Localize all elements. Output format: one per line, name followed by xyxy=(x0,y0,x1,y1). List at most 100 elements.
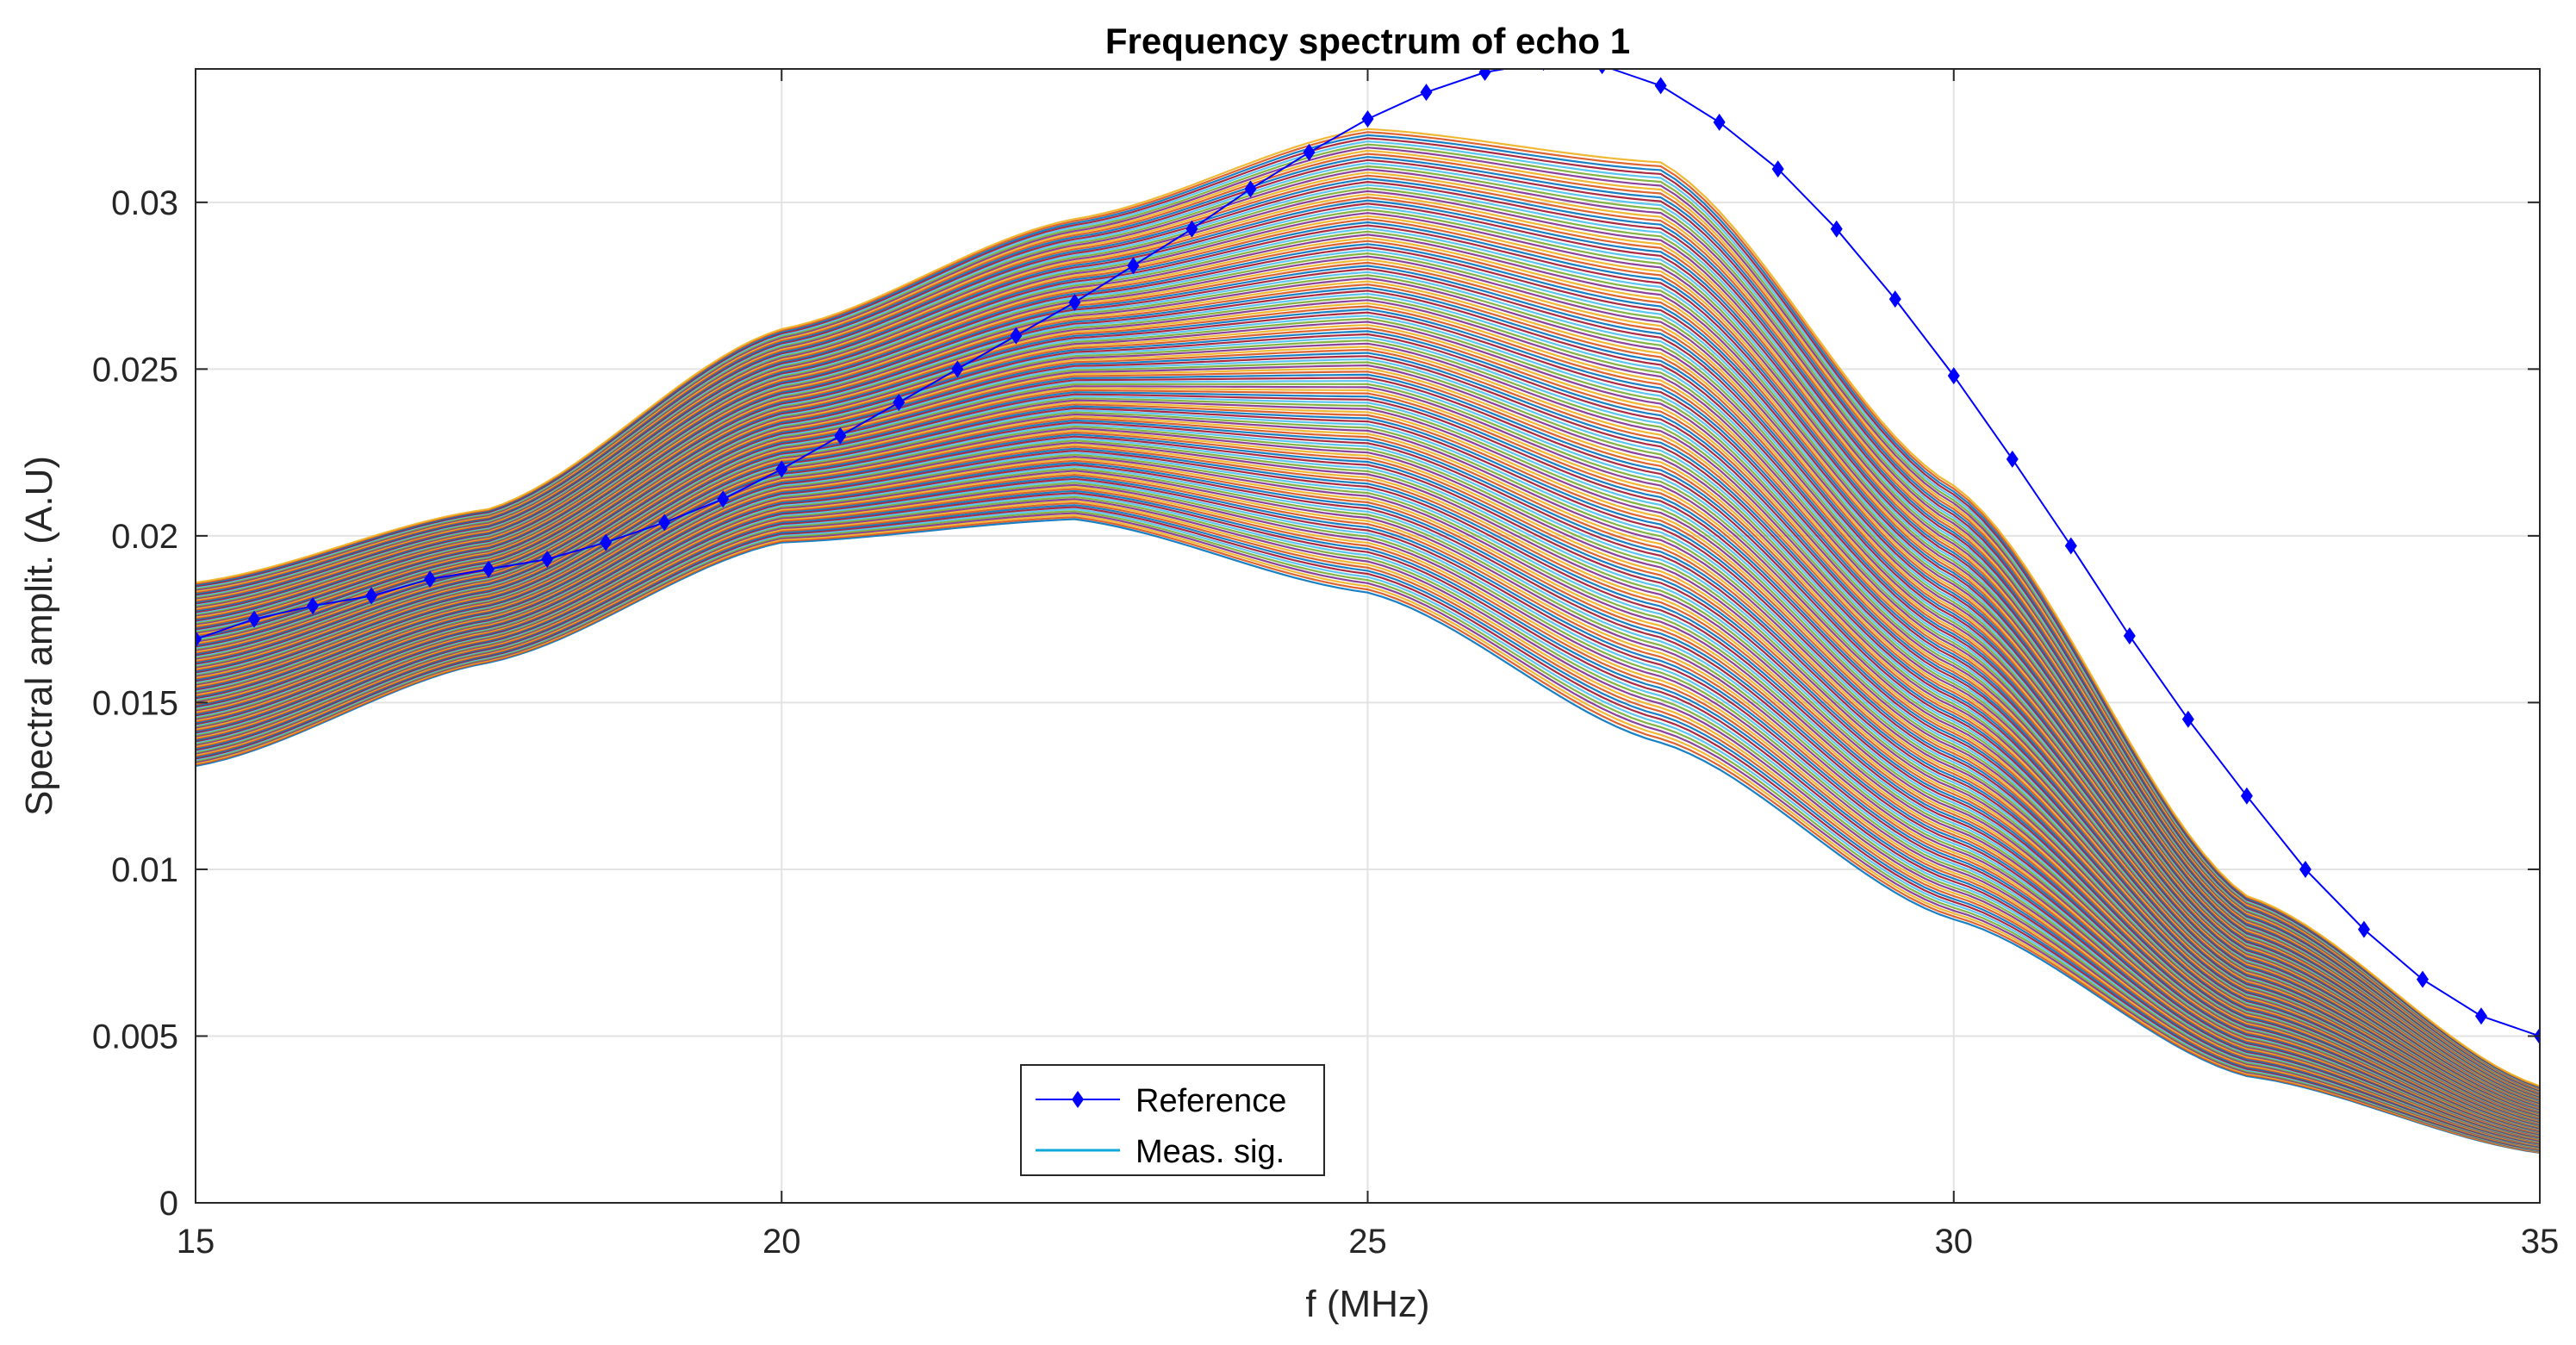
reference-point xyxy=(1244,180,1257,198)
reference-point xyxy=(1654,77,1667,95)
measured-signal-line xyxy=(196,407,2540,1130)
measured-signal-line xyxy=(196,302,2540,1112)
measured-signal-line xyxy=(196,333,2540,1117)
reference-point xyxy=(2299,860,2312,878)
measured-signal-line xyxy=(196,308,2540,1113)
legend-box xyxy=(1020,1064,1325,1176)
reference-point xyxy=(424,570,437,588)
measured-signal-line xyxy=(196,193,2540,1097)
measured-signal-line xyxy=(196,336,2540,1118)
reference-series-group xyxy=(196,69,2540,1045)
measured-signal-line xyxy=(196,441,2540,1137)
measured-signal-line xyxy=(196,516,2540,1154)
x-axis-ticks: 15 20 25 30 35 xyxy=(177,69,2559,1261)
measured-signal-line xyxy=(196,387,2540,1125)
x-tick-label: 15 xyxy=(177,1223,215,1261)
reference-point xyxy=(2474,1007,2487,1025)
measured-signal-line xyxy=(196,385,2540,1124)
measured-signal-line xyxy=(196,221,2540,1101)
measured-signal-line xyxy=(196,401,2540,1128)
reference-point xyxy=(2123,627,2136,644)
measured-signal-line xyxy=(196,476,2540,1145)
measured-signal-line xyxy=(196,227,2540,1102)
measured-signal-line xyxy=(196,425,2540,1134)
measured-signal-line xyxy=(196,433,2540,1136)
measured-signals-group xyxy=(196,128,2540,1154)
reference-point xyxy=(1888,290,1901,308)
measured-signal-line xyxy=(196,506,2540,1151)
legend-reference-label: Reference xyxy=(1136,1083,1286,1119)
y-tick-label: 0.015 xyxy=(92,684,178,722)
measured-signal-line xyxy=(196,491,2540,1149)
reference-point xyxy=(1010,327,1023,345)
measured-signal-line xyxy=(196,352,2540,1119)
reference-point xyxy=(1303,143,1316,161)
measured-signal-line xyxy=(196,510,2540,1152)
measured-signal-line xyxy=(196,342,2540,1118)
measured-signal-line xyxy=(196,415,2540,1131)
reference-point xyxy=(2240,787,2253,805)
measured-signal-line xyxy=(196,501,2540,1150)
measured-signal-line xyxy=(196,395,2540,1127)
reference-point xyxy=(834,427,847,445)
measured-signal-line xyxy=(196,280,2540,1110)
measured-signal-line xyxy=(196,451,2540,1139)
reference-point xyxy=(248,610,261,628)
measured-signal-line xyxy=(196,397,2540,1127)
measured-signal-line xyxy=(196,461,2540,1142)
measured-signal-line xyxy=(196,489,2540,1148)
measured-signal-line xyxy=(196,495,2540,1149)
measured-signal-line xyxy=(196,449,2540,1139)
measured-signal-line xyxy=(196,498,2540,1149)
measured-signal-line xyxy=(196,419,2540,1132)
measured-signal-line xyxy=(196,413,2540,1130)
reference-point xyxy=(2064,537,2077,555)
x-tick-label: 20 xyxy=(762,1223,801,1261)
y-tick-label: 0.03 xyxy=(111,184,178,222)
measured-signal-line xyxy=(196,314,2540,1114)
measured-signal-line xyxy=(196,317,2540,1115)
measured-signal-line xyxy=(196,403,2540,1129)
measured-signal-line xyxy=(196,411,2540,1130)
measured-signal-line xyxy=(196,361,2540,1121)
reference-point xyxy=(600,533,613,551)
legend: Reference Meas. sig. xyxy=(1020,1064,1325,1176)
measured-signal-line xyxy=(196,409,2540,1130)
measured-signal-line xyxy=(196,128,2540,1087)
legend-reference-marker xyxy=(1072,1091,1084,1108)
reference-point xyxy=(1185,220,1198,238)
measured-signal-line xyxy=(196,321,2540,1115)
measured-signal-line xyxy=(196,346,2540,1118)
measured-signal-line xyxy=(196,358,2540,1121)
measured-signal-line xyxy=(196,330,2540,1117)
reference-point xyxy=(196,630,202,648)
measured-signal-line xyxy=(196,370,2540,1123)
measured-signal-line xyxy=(196,405,2540,1129)
measured-signal-line xyxy=(196,458,2540,1141)
reference-point xyxy=(1127,257,1140,275)
reference-point xyxy=(775,460,788,478)
reference-point xyxy=(717,490,730,508)
measured-signal-line xyxy=(196,429,2540,1135)
measured-signal-line xyxy=(196,215,2540,1100)
measured-signal-line xyxy=(196,205,2540,1099)
y-axis-label: Spectral amplit. (A.U) xyxy=(18,456,60,816)
measured-signal-line xyxy=(196,168,2540,1093)
measured-signal-line xyxy=(196,240,2540,1104)
x-tick-label: 30 xyxy=(1935,1223,1974,1261)
reference-point xyxy=(1478,69,1491,81)
measured-signal-line xyxy=(196,292,2540,1111)
measured-signal-line xyxy=(196,391,2540,1126)
measured-signal-line xyxy=(196,453,2540,1140)
measured-signal-line xyxy=(196,477,2540,1145)
measured-signal-line xyxy=(196,180,2540,1095)
measured-signal-line xyxy=(196,437,2540,1136)
measured-signal-line xyxy=(196,504,2540,1151)
measured-signal-line xyxy=(196,355,2540,1120)
reference-point xyxy=(482,560,495,578)
measured-signal-line xyxy=(196,465,2540,1143)
measured-signal-line xyxy=(196,500,2540,1150)
measured-signal-line xyxy=(196,311,2540,1114)
measured-signal-line xyxy=(196,431,2540,1135)
